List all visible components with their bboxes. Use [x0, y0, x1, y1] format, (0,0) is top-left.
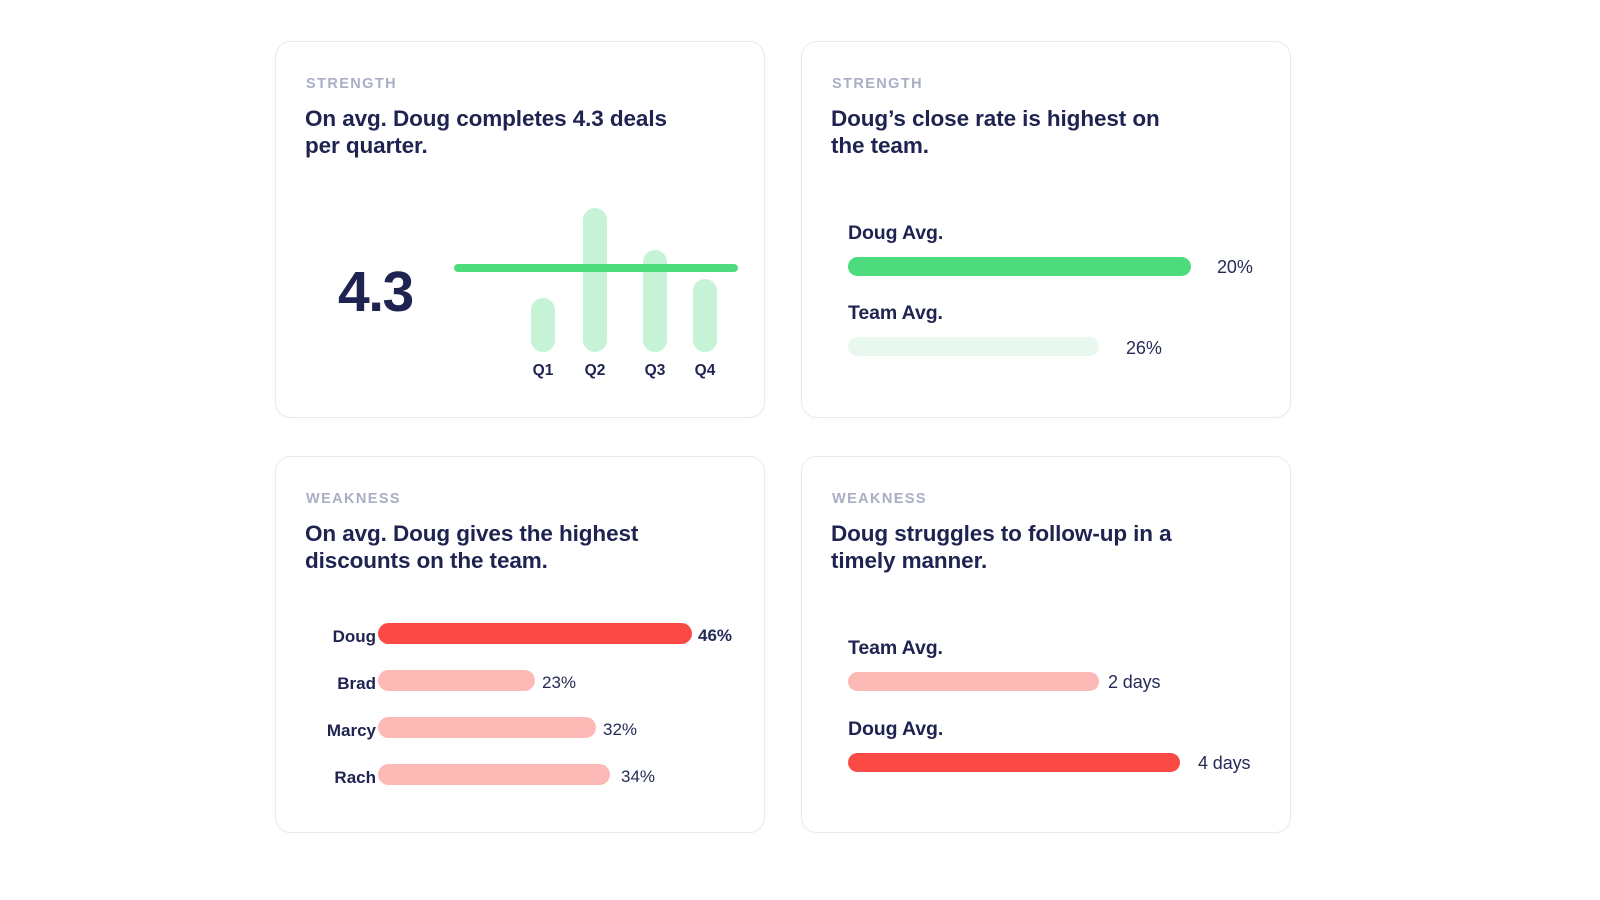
bar-label-doug-avg: Doug Avg.: [848, 718, 944, 740]
insight-card-weakness-discounts[interactable]: WEAKNESS On avg. Doug gives the highest …: [275, 456, 765, 833]
average-deals-value: 4.3: [338, 260, 414, 324]
bar-label-team-avg: Team Avg.: [848, 637, 943, 659]
quarter-label-q3: Q3: [644, 362, 666, 379]
bar-label-marcy: Marcy: [326, 721, 376, 740]
bar-label-doug-avg: Doug Avg.: [848, 222, 944, 244]
quarter-bar-q1: [531, 298, 555, 352]
bar-fill-rach: [378, 764, 610, 785]
bar-fill-brad: [378, 670, 535, 691]
bar-fill-doug-avg: [848, 257, 1191, 276]
bar-label-doug: Doug: [332, 627, 376, 646]
card-headline: Doug’s close rate is highest on the team…: [831, 106, 1160, 158]
bar-fill-team-avg: [848, 337, 1099, 356]
bar-value-brad: 23%: [542, 673, 577, 692]
card-kicker: STRENGTH: [306, 76, 397, 92]
bar-fill-doug-avg: [848, 753, 1180, 772]
card-kicker: STRENGTH: [832, 76, 923, 92]
quarter-bar-q4: [693, 279, 717, 352]
card-headline: On avg. Doug completes 4.3 deals per qua…: [305, 106, 667, 158]
quarterly-deals-chart: 4.3 Q1 Q2 Q3 Q4: [276, 42, 764, 417]
quarter-label-q4: Q4: [694, 362, 716, 379]
quarter-label-q1: Q1: [532, 362, 554, 379]
card-headline: Doug struggles to follow-up in a timely …: [831, 521, 1172, 573]
bar-fill-marcy: [378, 717, 596, 738]
average-line: [454, 264, 738, 272]
bar-value-doug-avg: 4 days: [1198, 753, 1251, 773]
bar-value-team-avg: 26%: [1126, 338, 1162, 358]
bar-label-rach: Rach: [334, 768, 376, 787]
quarter-bar-q2: [583, 208, 607, 352]
bar-value-doug: 46%: [698, 626, 733, 645]
bar-fill-doug: [378, 623, 692, 644]
bar-label-brad: Brad: [337, 674, 376, 693]
bar-value-rach: 34%: [621, 767, 656, 786]
insight-card-strength-deals[interactable]: STRENGTH On avg. Doug completes 4.3 deal…: [275, 41, 765, 418]
bar-label-team-avg: Team Avg.: [848, 302, 943, 324]
card-kicker: WEAKNESS: [832, 491, 927, 507]
card-headline: On avg. Doug gives the highest discounts…: [305, 521, 639, 573]
insight-card-weakness-follow-up[interactable]: WEAKNESS Doug struggles to follow-up in …: [801, 456, 1291, 833]
bar-fill-team-avg: [848, 672, 1099, 691]
bar-value-marcy: 32%: [603, 720, 638, 739]
bar-value-team-avg: 2 days: [1108, 672, 1161, 692]
card-kicker: WEAKNESS: [306, 491, 401, 507]
quarter-label-q2: Q2: [584, 362, 606, 379]
bar-value-doug-avg: 20%: [1217, 257, 1253, 277]
insight-card-strength-close-rate[interactable]: STRENGTH Doug’s close rate is highest on…: [801, 41, 1291, 418]
